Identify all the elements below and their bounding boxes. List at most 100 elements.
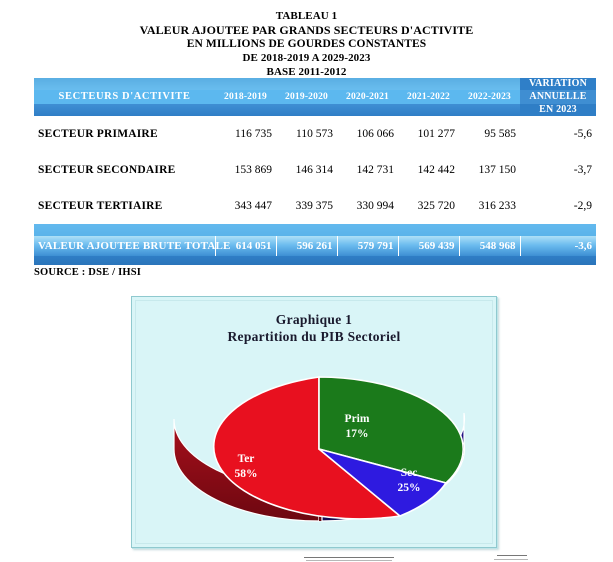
- cell-tertiaire-variation: -2,9: [573, 200, 592, 212]
- pie-value-ter: 58%: [235, 468, 258, 480]
- header-year-2019-2020: 2019-2020: [276, 90, 337, 104]
- spacer-cell: [398, 256, 459, 265]
- table-row: SECTEUR TERTIAIRE 343 447 339 375 330 99…: [34, 188, 596, 224]
- header-variation-line-2: ANNUELLE: [520, 90, 596, 104]
- header-band-middle: SECTEURS D'ACTIVITE 2018-2019 2019-2020 …: [34, 90, 596, 104]
- scan-artifact: [304, 557, 394, 558]
- spacer-cell: [276, 224, 337, 236]
- pie-label-prim: Prim: [345, 413, 370, 425]
- pie-chart-svg: Prim 17% Sec 25% Ter 58%: [173, 376, 466, 522]
- chart-title: Graphique 1: [275, 312, 353, 327]
- document-title-block: TABLEAU 1 VALEUR AJOUTEE PAR GRANDS SECT…: [0, 9, 613, 79]
- header-year-2021-2022: 2021-2022: [398, 90, 459, 104]
- total-spacer-bottom: [34, 256, 596, 265]
- spacer-cell: [520, 256, 596, 265]
- cell-primaire-variation: -5,6: [573, 128, 592, 140]
- spacer-cell: [459, 256, 520, 265]
- header-bottom-blank: [398, 104, 459, 116]
- total-2018-2019: 614 051: [214, 236, 276, 256]
- header-year-2020-2021: 2020-2021: [337, 90, 398, 104]
- pie-value-sec: 25%: [398, 482, 421, 494]
- chart-title-block: Graphique 1 Repartition du PIB Sectoriel: [136, 311, 492, 345]
- table-head: VARIATION SECTEURS D'ACTIVITE 2018-2019 …: [34, 78, 596, 116]
- header-bottom-blank: [34, 104, 215, 116]
- title-line-5: BASE 2011-2012: [266, 66, 347, 78]
- header-year-2022-2023: 2022-2023: [459, 90, 520, 104]
- title-line-4: DE 2018-2019 A 2029-2023: [242, 52, 371, 64]
- header-bottom-blank: [337, 104, 398, 116]
- header-bottom-blank: [459, 104, 520, 116]
- spacer-cell: [459, 224, 520, 236]
- data-table-container: VARIATION SECTEURS D'ACTIVITE 2018-2019 …: [34, 78, 596, 265]
- spacer-cell: [34, 256, 215, 265]
- pie-label-sec: Sec: [401, 467, 418, 479]
- chart-container: Graphique 1 Repartition du PIB Sectoriel: [131, 296, 497, 548]
- total-row-label: VALEUR AJOUTEE BRUTE TOTALE: [34, 236, 230, 256]
- header-top-blank: [459, 78, 520, 90]
- header-top-blank: [215, 78, 276, 90]
- pie-slice-ter: [212, 376, 402, 520]
- cell-primaire-2020-2021: 106 066: [356, 128, 394, 140]
- cell-secondaire-2020-2021: 142 731: [356, 164, 394, 176]
- cell-secondaire-variation: -3,7: [573, 164, 592, 176]
- cell-secondaire-2018-2019: 153 869: [234, 164, 272, 176]
- cell-tertiaire-2018-2019: 343 447: [234, 200, 272, 212]
- total-2021-2022: 569 439: [397, 236, 459, 256]
- row-label-tertiaire: SECTEUR TERTIAIRE: [38, 200, 163, 212]
- chart-inner-frame: Graphique 1 Repartition du PIB Sectoriel: [135, 300, 493, 544]
- pie-chart-stage: Prim 17% Sec 25% Ter 58%: [136, 351, 502, 541]
- spacer-cell: [337, 256, 398, 265]
- header-variation-line-1: VARIATION: [520, 78, 596, 90]
- total-variation: -3,6: [519, 236, 596, 256]
- header-year-2018-2019: 2018-2019: [215, 90, 276, 104]
- header-top-blank: [398, 78, 459, 90]
- header-band-bottom: EN 2023: [34, 104, 596, 116]
- table-body: SECTEUR PRIMAIRE 116 735 110 573 106 066…: [34, 116, 596, 265]
- chart-subtitle: Repartition du PIB Sectoriel: [227, 329, 401, 344]
- total-2019-2020: 596 261: [275, 236, 337, 256]
- pie-label-ter: Ter: [238, 453, 255, 465]
- cell-primaire-2019-2020: 110 573: [296, 128, 333, 140]
- cell-secondaire-2019-2020: 146 314: [295, 164, 333, 176]
- title-line-3: EN MILLIONS DE GOURDES CONSTANTES: [186, 38, 427, 50]
- source-note: SOURCE : DSE / IHSI: [34, 267, 142, 278]
- spacer-cell: [215, 224, 276, 236]
- title-line-1: TABLEAU 1: [275, 10, 338, 22]
- cell-tertiaire-2019-2020: 339 375: [295, 200, 333, 212]
- pie-value-prim: 17%: [346, 428, 369, 440]
- header-bottom-blank: [276, 104, 337, 116]
- table-row: SECTEUR SECONDAIRE 153 869 146 314 142 7…: [34, 152, 596, 188]
- header-bottom-blank: [215, 104, 276, 116]
- pie-slice-sec: [318, 448, 448, 517]
- row-label-secondaire: SECTEUR SECONDAIRE: [38, 164, 176, 176]
- cell-secondaire-2022-2023: 137 150: [478, 164, 516, 176]
- cell-primaire-2022-2023: 95 585: [484, 128, 516, 140]
- spacer-cell: [34, 224, 215, 236]
- header-top-blank: [276, 78, 337, 90]
- scan-artifact: [497, 555, 527, 556]
- header-variation-line-3: EN 2023: [520, 104, 596, 116]
- cell-tertiaire-2020-2021: 330 994: [356, 200, 394, 212]
- spacer-cell: [520, 224, 596, 236]
- cell-secondaire-2021-2022: 142 442: [417, 164, 455, 176]
- header-top-blank: [337, 78, 398, 90]
- cell-tertiaire-2022-2023: 316 233: [478, 200, 516, 212]
- title-line-2: VALEUR AJOUTEE PAR GRANDS SECTEURS D'ACT…: [139, 23, 474, 37]
- cell-primaire-2018-2019: 116 735: [235, 128, 272, 140]
- cell-primaire-2021-2022: 101 277: [417, 128, 455, 140]
- table-row: SECTEUR PRIMAIRE 116 735 110 573 106 066…: [34, 116, 596, 152]
- total-spacer-top: [34, 224, 596, 236]
- total-2020-2021: 579 791: [336, 236, 398, 256]
- header-top-blank: [34, 78, 215, 90]
- scan-artifact: [306, 560, 392, 561]
- spacer-cell: [337, 224, 398, 236]
- total-2022-2023: 548 968: [458, 236, 520, 256]
- total-row: VALEUR AJOUTEE BRUTE TOTALE 614 051 596 …: [34, 236, 596, 256]
- scan-artifact: [494, 559, 528, 560]
- header-sectors-label: SECTEURS D'ACTIVITE: [34, 90, 215, 104]
- pie-slice-prim: [318, 376, 464, 484]
- spacer-cell: [398, 224, 459, 236]
- row-label-primaire: SECTEUR PRIMAIRE: [38, 128, 158, 140]
- header-band-top: VARIATION: [34, 78, 596, 90]
- cell-tertiaire-2021-2022: 325 720: [417, 200, 455, 212]
